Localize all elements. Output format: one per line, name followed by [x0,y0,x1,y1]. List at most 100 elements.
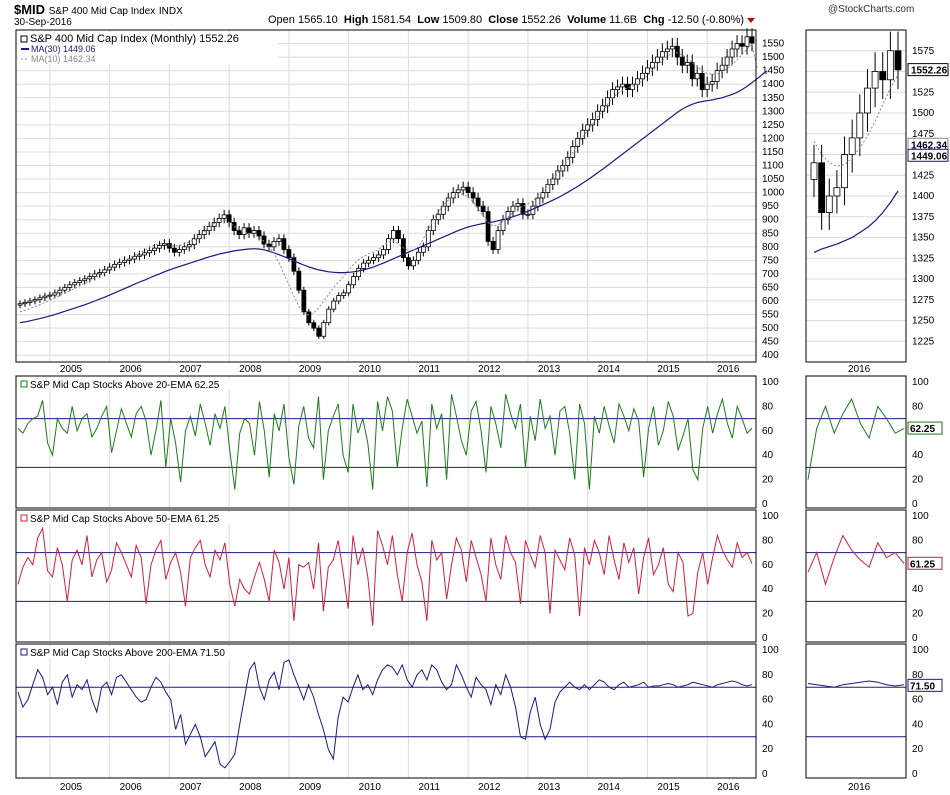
candle-body [430,219,436,231]
candle-body [142,252,147,256]
zoom-indicator-tick-label: 80 [912,535,924,546]
price-year-label: 2009 [299,364,322,375]
candle-body [679,56,685,66]
ema200-zoom-panel: 0 20 40 60 80 100 71.50 [805,643,943,780]
indicator-tick-label: 80 [762,670,774,681]
candle-body [306,311,312,324]
candle-body [32,299,38,302]
indicator-line [17,526,753,626]
candle-body [739,43,745,47]
zoom-indicator-line [807,534,905,587]
candle-body [316,327,322,337]
candle-body [22,301,28,305]
zoom-price-tick-label: 1525 [912,87,935,98]
ema200-panel: 0 20 40 60 80 100 S&P Mid Cap Stocks Above 200… [15,643,779,780]
bottom-year-label: 2016 [717,782,740,793]
zoom-price-tick-label: 1500 [912,108,935,119]
chart-date: 30-Sep-2016 [14,17,72,28]
candle-body [261,235,267,245]
price-year-label: 2016 [717,364,740,375]
candle-body [256,230,262,237]
candle-body [525,213,531,216]
price-year-label: 2006 [120,364,143,375]
candle-body [445,197,451,207]
zoom-candle-body [871,71,879,89]
candle-body [455,189,461,194]
ema20-zoom-panel: 02040608010062.25 [805,375,943,510]
zoom-candle-body [879,71,887,81]
price-zoom-panel: 1225125012751300132513501375140014251450… [805,29,949,363]
zoom-candle-body [818,162,826,214]
indicator-tick-label: 0 [762,769,768,780]
zoom-ma30-line [813,190,899,253]
bottom-year-label: 2005 [60,782,83,793]
bottom-year-label: 2007 [179,782,202,793]
close-value-tag-box [907,63,949,77]
candle-body [376,254,381,259]
candle-body [684,62,690,66]
zoom-indicator-tick-label: 80 [912,670,924,681]
candle-body [465,186,471,194]
candle-body [505,211,511,221]
candle-body [57,289,63,294]
price-year-label: 2008 [239,364,262,375]
bottom-year-label: 2011 [418,782,440,793]
candle-body [729,48,735,58]
price-tick-label: 750 [762,255,779,266]
zoom-candle-body [886,50,894,81]
price-tick-label: 450 [762,337,779,348]
candle-body [226,214,232,223]
candle-body [176,249,182,253]
indicator-value-tag: 62.25 [910,424,935,435]
price-tick-label: 1250 [762,120,785,131]
change-value: -12.50 (-0.80%) [667,14,745,26]
price-tick-label: 600 [762,296,779,307]
candle-body [565,156,571,166]
candle-body [361,262,366,269]
zoom-indicator-tick-label: 40 [912,450,924,461]
candle-body [82,278,88,282]
candle-body [396,230,401,240]
candle-body [490,240,496,250]
candle-body [610,89,615,99]
candle-body [62,287,68,291]
zoom-price-frame [805,29,907,363]
zoom-indicator-tick-label: 100 [912,645,929,656]
zoom-indicator-frame [805,375,907,509]
close-value-tag: 1552.26 [911,66,948,77]
candle-body [669,45,675,50]
candle-body [425,230,431,248]
candle-body [117,262,122,265]
candle-body [605,97,610,107]
candle-body [336,295,342,302]
candle-body [620,83,625,88]
candle-body [719,64,725,72]
indicator-tick-label: 80 [762,535,774,546]
candle-body [171,247,177,253]
candle-body [341,292,347,297]
ma30-line [19,70,768,324]
zoom-year-label: 2016 [848,364,871,375]
candle-body [635,78,640,85]
indicator-legend-swatch [20,514,28,522]
indicator-tick-label: 20 [762,609,774,620]
candle-body [615,86,620,91]
bottom-year-label: 2009 [299,782,322,793]
candle-body [371,257,376,261]
price-tick-label: 550 [762,310,779,321]
candle-body [281,238,287,250]
indicator-legend-swatch [20,380,28,388]
zoom-indicator-tick-label: 80 [912,401,924,412]
candle-body [366,259,371,264]
candle-body [689,62,695,80]
x-axis: 2005 2005 2006 2006 2007 2007 2008 2008 2009 2009… [60,364,871,793]
bottom-year-label: 2010 [359,782,382,793]
price-tick-label: 1400 [762,79,785,90]
candle-body [181,246,187,250]
ma10-legend-label: MA(10) 1462.34 [31,54,96,64]
candle-body [37,297,43,301]
zoom-indicator-tick-label: 0 [912,769,918,780]
indicator-tick-label: 60 [762,426,774,437]
candle-body [555,170,561,180]
zoom-price-tick-label: 1225 [912,336,935,347]
